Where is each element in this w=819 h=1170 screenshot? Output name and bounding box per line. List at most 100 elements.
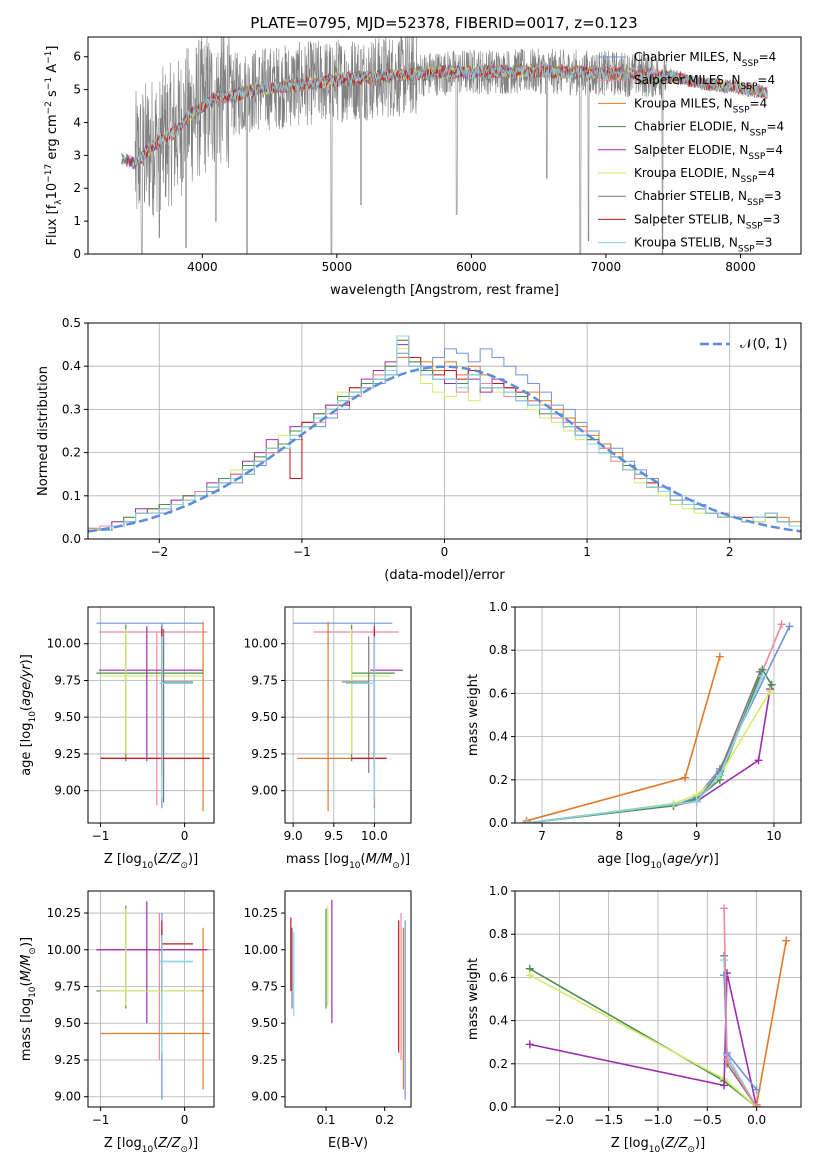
x-axis-label-part: Z [log — [104, 852, 142, 867]
x-tick-label: −0.5 — [693, 1113, 722, 1127]
legend-label-part: =3 — [763, 212, 781, 226]
y-tick-label: 9.50 — [54, 710, 81, 724]
y-tick-label: 10.25 — [47, 906, 81, 920]
legend-label-part: SSP — [741, 175, 758, 185]
y-tick-label: 0 — [73, 247, 81, 261]
y-axis-label-part: s — [45, 90, 60, 101]
legend-label: 𝒩(0, 1) — [740, 337, 787, 352]
y-tick-label: 0.3 — [62, 402, 81, 416]
y-axis-label: Flux [fλ10−17 erg cm−2 s−1 A−1] — [44, 46, 64, 246]
y-axis-label-part: M/M — [19, 955, 34, 982]
axes-frame — [87, 890, 215, 1108]
y-axis-label-part: ] — [45, 46, 60, 51]
x-tick-label: −1.5 — [594, 1113, 623, 1127]
series-marker — [785, 622, 794, 631]
legend-label-part: SSP — [748, 152, 765, 162]
age_vs_mass-panel: 9.0 9.5 10.0 9.00 9.25 9.50 9.75 10.00 mass [log… — [244, 606, 412, 871]
y-axis-label-part: −1 — [44, 51, 54, 64]
y-tick-label: 1 — [73, 214, 81, 228]
x-axis-label: wavelength [Angstrom, rest frame] — [330, 283, 559, 298]
y-tick-label: 0.6 — [489, 686, 508, 700]
x-axis-label-part: ( — [361, 852, 366, 867]
series-marker — [723, 1055, 732, 1064]
y-axis-label: mass weight — [466, 674, 481, 756]
axes-frame — [514, 606, 802, 824]
series-marker — [681, 773, 690, 782]
x-tick-label: 0 — [181, 829, 189, 843]
x-tick-label: 6000 — [456, 260, 487, 274]
series-line — [755, 940, 787, 1105]
x-axis-label-part: 10 — [142, 861, 154, 871]
x-axis-label: mass [log10(M/M⊙)] — [286, 852, 410, 871]
age_vs_mass-plot-area — [293, 621, 403, 812]
y-tick-label: 9.25 — [251, 747, 278, 761]
y-axis-label-part: mass [log — [19, 998, 34, 1061]
x-axis-label: Z [log10(Z/Z⊙)] — [104, 1136, 198, 1155]
y-axis-label: Normed distribution — [36, 366, 51, 496]
y-axis-label-part: )] — [19, 937, 34, 947]
legend-label: Kroupa MILES, NSSP=4 — [634, 96, 767, 115]
x-tick-label: −2.0 — [545, 1113, 574, 1127]
x-axis-label: Z [log10(Z/Z⊙)] — [104, 852, 198, 871]
x-tick-label: −2 — [150, 545, 168, 559]
y-tick-label: 9.00 — [251, 1090, 278, 1104]
residuals-plot-area — [88, 335, 801, 539]
y-tick-label: 3 — [73, 148, 81, 162]
y-axis-label: mass weight — [466, 958, 481, 1040]
x-tick-label: 4000 — [187, 260, 218, 274]
y-axis-label-part: λ — [54, 199, 64, 205]
y-tick-label: 0.8 — [489, 643, 508, 657]
x-tick-label: 5000 — [322, 260, 353, 274]
x-axis-label-part: 10 — [650, 861, 662, 871]
y-axis-label-part: 10 — [28, 711, 38, 723]
y-tick-label: 0.5 — [62, 316, 81, 330]
residuals-legend: 𝒩(0, 1) — [700, 337, 787, 352]
series-marker — [782, 936, 791, 945]
y-axis-label: age [log10(age/yr)] — [19, 654, 38, 776]
y-axis-label-part: −17 — [44, 164, 54, 183]
series-marker — [756, 667, 765, 676]
x-axis-label-part: ( — [662, 852, 667, 867]
figure-title: PLATE=0795, MJD=52378, FIBERID=0017, z=0… — [250, 14, 637, 32]
y-tick-label: 9.75 — [54, 980, 81, 994]
mass_weight_vs_Z-panel: −2.0 −1.5 −1.0 −0.5 0.0 0.0 0.2 0.4 0.6 0.8 1.0 Z [… — [466, 884, 802, 1155]
y-axis-label-part: )] — [19, 654, 34, 664]
x-tick-label: 0.1 — [316, 1113, 335, 1127]
series-marker — [752, 1103, 761, 1107]
model-spectrum-line — [132, 64, 768, 168]
x-tick-label: 0.0 — [747, 1113, 766, 1127]
x-tick-label: 7 — [538, 829, 546, 843]
y-axis-label-part: ⊙ — [28, 947, 38, 955]
x-axis-label-part: Z [log — [611, 1136, 649, 1151]
series-marker — [777, 620, 786, 629]
x-tick-label: 10.0 — [361, 829, 388, 843]
y-tick-label: 0.6 — [489, 970, 508, 984]
x-axis-label-part: Z/Z — [664, 1136, 688, 1151]
y-axis-label-part: 10 — [28, 986, 38, 998]
y-tick-label: 10.25 — [244, 906, 278, 920]
normal-reference-curve — [88, 365, 801, 533]
x-tick-label: 9.0 — [284, 829, 303, 843]
histogram-step — [88, 335, 801, 539]
legend-label-part: SSP — [741, 82, 758, 92]
y-tick-label: 9.75 — [54, 673, 81, 687]
x-axis-label-part: )] — [400, 852, 410, 867]
x-axis-label-part: Z/Z — [157, 852, 181, 867]
x-axis-label-part: ( — [153, 852, 158, 867]
x-axis-label: Z [log10(Z/Z⊙)] — [611, 1136, 705, 1155]
y-tick-label: 9.25 — [54, 747, 81, 761]
x-axis-label-part: )] — [188, 852, 198, 867]
legend-label-part: =4 — [759, 50, 777, 64]
series-marker — [720, 904, 729, 913]
axes-frame — [514, 890, 802, 1108]
x-axis-label-part: ⊙ — [180, 1145, 188, 1155]
y-tick-label: 9.25 — [54, 1053, 81, 1067]
x-tick-label: 8 — [616, 829, 624, 843]
x-tick-label: 9.5 — [324, 829, 343, 843]
legend-label-part: =4 — [757, 73, 775, 87]
age_vs_Z-plot-area — [96, 621, 210, 812]
x-axis-label-part: ⊙ — [180, 861, 188, 871]
